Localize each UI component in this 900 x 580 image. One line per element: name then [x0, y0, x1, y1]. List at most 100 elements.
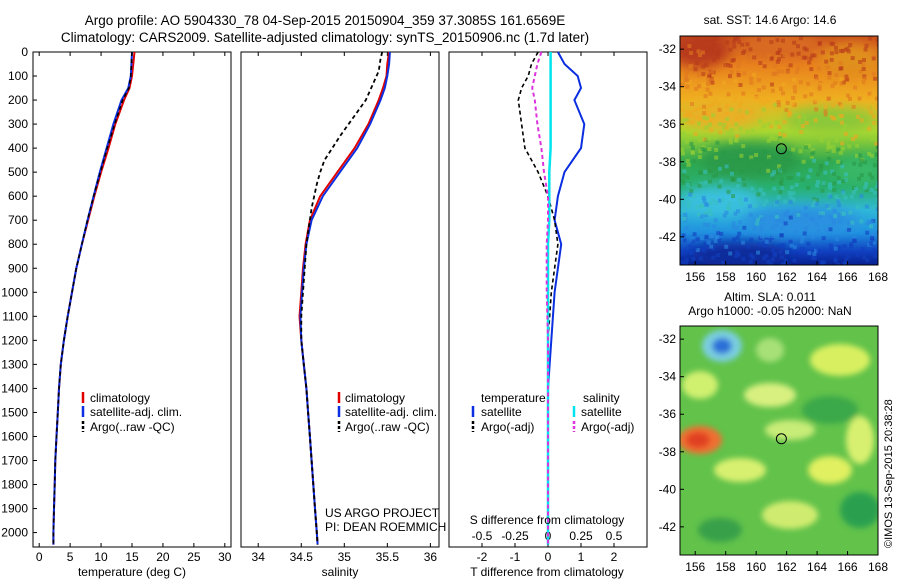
sst-pixel: [863, 160, 868, 165]
sst-pixel: [783, 258, 788, 263]
sst-pixel: [714, 200, 719, 205]
sst-pixel: [692, 246, 697, 251]
sst-pixel: [715, 52, 719, 57]
sst-pixel: [802, 231, 807, 236]
salinity-diff-label: S difference from climatology: [470, 513, 625, 527]
sst-pixel: [758, 187, 763, 192]
x-tick-label: 20: [156, 550, 170, 564]
sst-pixel: [804, 145, 809, 150]
figure-title-line1: Argo profile: AO 5904330_78 04-Sep-2015 …: [84, 13, 566, 28]
sst-pixel: [748, 259, 753, 264]
sst-pixel: [710, 43, 714, 48]
sst-pixel: [806, 174, 811, 179]
depth-tick-label: 1000: [1, 285, 28, 299]
sst-pixel: [839, 211, 844, 216]
sst-pixel: [762, 256, 767, 261]
temperature-axes-box: [32, 51, 232, 548]
sst-pixel: [794, 183, 799, 187]
x-tick-label: 2: [611, 550, 618, 564]
sst-pixel: [821, 236, 826, 241]
salinity-panel: 34 34.5 35 35.5 36 salinity climatology sate…: [240, 51, 446, 579]
sst-pixel: [719, 231, 724, 236]
sst-pixel: [700, 236, 704, 241]
sst-pixel: [831, 148, 836, 153]
sst-pixel: [791, 147, 795, 152]
salinity-x-label: salinity: [322, 565, 359, 579]
sst-pixel: [817, 84, 822, 89]
sst-pixel: [683, 52, 688, 57]
sst-pixel: [717, 107, 722, 112]
sst-pixel: [859, 194, 864, 199]
x-tick-label: 15: [125, 550, 139, 564]
sst-pixel: [851, 190, 856, 195]
sst-pixel: [775, 170, 780, 175]
sst-pixel: [714, 155, 719, 160]
sst-pixel: [795, 69, 799, 74]
sst-pixel: [851, 137, 856, 141]
sst-pixel: [803, 227, 808, 232]
salinity-x-axis: 34 34.5 35 35.5 36: [252, 52, 437, 564]
sst-pixel: [694, 37, 699, 42]
sst-pixel: [833, 258, 838, 263]
sst-pixel: [695, 61, 700, 66]
sst-pixel: [758, 61, 763, 65]
sst-pixel: [823, 104, 828, 109]
sst-pixel: [838, 150, 843, 155]
sst-pixel: [843, 47, 848, 52]
sst-pixel: [716, 101, 721, 106]
sst-pixel: [796, 51, 801, 56]
argo-position-marker: [775, 143, 787, 155]
depth-tick-label: 100: [8, 69, 28, 83]
sst-pixel: [852, 236, 857, 241]
sst-pixel: [823, 112, 828, 117]
sst-pixel: [778, 137, 783, 142]
sst-pixel: [680, 132, 685, 136]
sst-pixel: [716, 231, 721, 236]
sst-pixel: [812, 251, 817, 256]
sst-pixel: [696, 73, 701, 78]
sst-pixel: [839, 104, 844, 109]
sst-pixel: [764, 239, 769, 244]
sst-pixel: [783, 163, 788, 168]
sst-pixel: [869, 187, 874, 192]
sst-pixel: [875, 185, 878, 190]
sst-pixel: [791, 101, 796, 106]
legend-label-argo: Argo(..raw -QC): [90, 420, 175, 434]
sst-pixel: [686, 204, 691, 209]
sst-pixel: [697, 53, 702, 58]
sst-pixel: [731, 177, 736, 182]
sst-pixel: [719, 179, 724, 184]
sst-map-frame: [679, 35, 879, 266]
sst-pixel: [841, 80, 846, 85]
sst-pixel: [724, 112, 729, 116]
sst-pixel: [816, 66, 821, 71]
sst-pixel: [741, 55, 746, 59]
sst-pixel: [871, 231, 876, 236]
sst-pixel: [684, 70, 689, 75]
sst-pixel: [872, 190, 877, 195]
sst-pixel: [682, 216, 687, 221]
sst-pixel: [839, 66, 844, 71]
sst-pixel: [732, 98, 737, 103]
sst-pixel: [825, 147, 830, 152]
sst-pixel: [706, 81, 710, 86]
sst-pixel: [796, 44, 800, 49]
depth-tick-label: 1700: [1, 453, 28, 467]
sst-pixel: [705, 49, 710, 54]
sst-pixel: [733, 138, 738, 142]
sst-pixel: [705, 38, 710, 43]
sst-pixel: [709, 233, 713, 238]
sst-pixel: [871, 71, 876, 76]
depth-tick-label: 1800: [1, 478, 28, 492]
sst-pixel: [799, 128, 804, 132]
sst-pixel: [809, 217, 814, 222]
sst-pixel: [772, 186, 777, 191]
sst-pixel: [757, 166, 762, 171]
map-y-tick-label: -36: [659, 117, 677, 131]
difference-legend: temperature salinity satellite Argo(-adj…: [471, 391, 634, 434]
sst-pixel: [780, 69, 785, 74]
sst-pixel: [686, 182, 691, 187]
s-tick-label: -0.5: [472, 529, 493, 543]
sst-pixel: [727, 201, 732, 206]
sst-pixel: [876, 250, 878, 255]
